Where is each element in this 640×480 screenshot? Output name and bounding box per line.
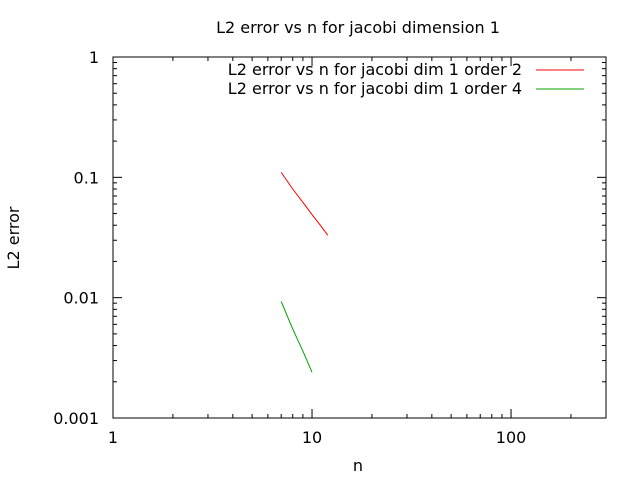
x-tick-label: 100 [496, 428, 527, 447]
y-tick-label: 0.1 [74, 168, 99, 187]
minor-ticks [113, 57, 606, 418]
chart-title: L2 error vs n for jacobi dimension 1 [216, 18, 500, 37]
series-line-order-4 [280, 301, 313, 373]
plot-area-frame [112, 56, 607, 419]
tick-labels: 1 10 100 1 0.1 0.01 0.001 [53, 48, 526, 447]
x-tick-label: 10 [302, 428, 322, 447]
y-axis-label: L2 error [4, 206, 23, 269]
series-line-order-2 [280, 172, 329, 236]
legend-label: L2 error vs n for jacobi dim 1 order 4 [228, 79, 522, 98]
y-tick-label: 1 [89, 48, 99, 67]
x-axis-label: n [353, 456, 363, 475]
legend-label: L2 error vs n for jacobi dim 1 order 2 [228, 60, 522, 79]
major-ticks [112, 56, 606, 419]
x-tick-label: 1 [108, 428, 118, 447]
y-tick-label: 0.01 [63, 289, 99, 308]
y-tick-label: 0.001 [53, 409, 99, 428]
legend: L2 error vs n for jacobi dim 1 order 2L2… [228, 60, 584, 98]
series-lines [280, 172, 329, 373]
